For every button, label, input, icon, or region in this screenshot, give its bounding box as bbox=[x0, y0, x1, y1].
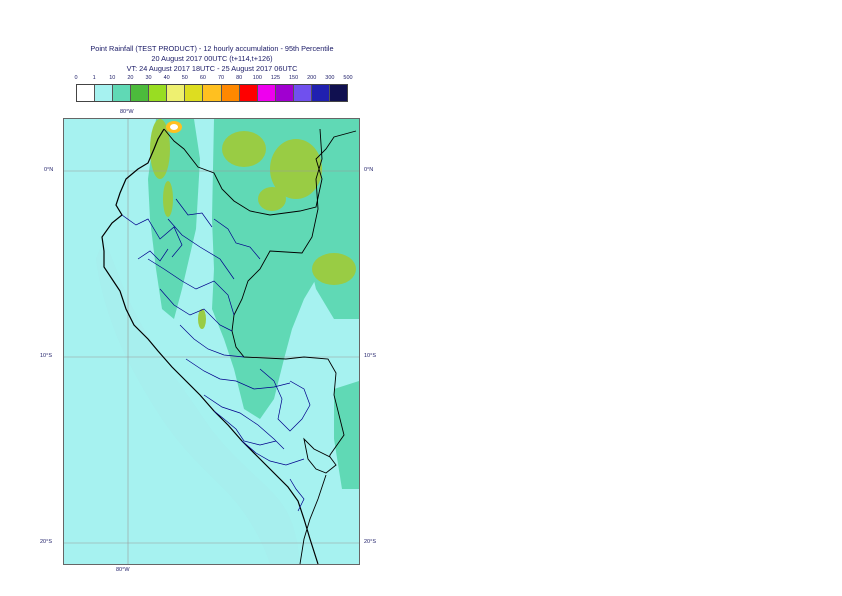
legend-swatch bbox=[239, 85, 258, 101]
lake-titicaca bbox=[303, 437, 337, 474]
lon-label-top: 80°W bbox=[120, 109, 134, 115]
legend-swatch bbox=[131, 85, 150, 101]
legend-swatch bbox=[221, 85, 240, 101]
map-svg bbox=[64, 119, 359, 564]
coastal-shelf bbox=[96, 239, 300, 564]
legend-tick-label: 40 bbox=[163, 75, 170, 81]
legend-tick-label: 1 bbox=[92, 75, 96, 81]
lat-label-20s-left: 20°S bbox=[40, 539, 52, 545]
legend-tick-label: 200 bbox=[307, 75, 317, 81]
lat-label-20s-right: 20°S bbox=[364, 539, 376, 545]
legend-tick-label: 80 bbox=[236, 75, 243, 81]
border-chile-bolivia bbox=[299, 474, 327, 564]
lat-label-eq-right: 0°N bbox=[364, 167, 374, 173]
legend-swatch bbox=[149, 85, 168, 101]
legend-tick-label: 10 bbox=[109, 75, 116, 81]
legend-swatch bbox=[203, 85, 222, 101]
region-borders bbox=[121, 198, 311, 512]
legend-swatch bbox=[185, 85, 204, 101]
legend-swatch bbox=[95, 85, 114, 101]
border-ecuador-colombia bbox=[163, 128, 357, 216]
title-line-3: VT: 24 August 2017 18UTC - 25 August 201… bbox=[126, 64, 298, 73]
legend-swatch bbox=[329, 85, 347, 101]
color-legend: 0 1 10 20 30 40 50 60 70 80 100 125 150 200 300 500 bbox=[74, 75, 353, 102]
legend-tick-label: 20 bbox=[127, 75, 134, 81]
legend-tick-label: 125 bbox=[270, 75, 281, 81]
legend-swatch bbox=[113, 85, 132, 101]
legend-tick-labels: 0 1 10 20 30 40 50 60 70 80 100 125 150 200 300 500 bbox=[74, 75, 352, 84]
legend-tick-label: 150 bbox=[289, 75, 299, 81]
title-line-1: Point Rainfall (TEST PRODUCT) - 12 hourl… bbox=[90, 44, 334, 53]
legend-swatch bbox=[167, 85, 186, 101]
legend-swatch bbox=[77, 85, 96, 101]
lat-label-10s-left: 10°S bbox=[40, 353, 52, 359]
legend-tick-label: 70 bbox=[218, 75, 225, 81]
lat-label-eq-left: 0°N bbox=[44, 167, 54, 173]
legend-tick-label: 500 bbox=[343, 75, 353, 81]
legend-tick-label: 300 bbox=[325, 75, 335, 81]
graticule bbox=[64, 119, 359, 564]
coastline bbox=[101, 128, 319, 564]
legend-swatch bbox=[275, 85, 294, 101]
rain-zones bbox=[148, 119, 359, 489]
legend-tick-label: 60 bbox=[199, 75, 206, 81]
legend-tick-label: 0 bbox=[74, 75, 78, 81]
legend-tick-label: 50 bbox=[181, 75, 188, 81]
legend-swatch bbox=[257, 85, 276, 101]
rainfall-map: 80°W 80°W 0°N 0°N 10°S 10°S 20°S 20°S bbox=[40, 109, 376, 573]
legend-color-bar bbox=[76, 84, 348, 102]
title-line-2: 20 August 2017 00UTC (t+114,t+126) bbox=[151, 54, 273, 63]
legend-tick-label: 100 bbox=[252, 75, 262, 81]
lon-label-bottom: 80°W bbox=[116, 567, 130, 573]
legend-swatch bbox=[293, 85, 312, 101]
legend-swatch bbox=[311, 85, 330, 101]
map-title: Point Rainfall (TEST PRODUCT) - 12 hourl… bbox=[0, 44, 424, 74]
legend-tick-label: 30 bbox=[145, 75, 152, 81]
lat-label-10s-right: 10°S bbox=[364, 353, 376, 359]
